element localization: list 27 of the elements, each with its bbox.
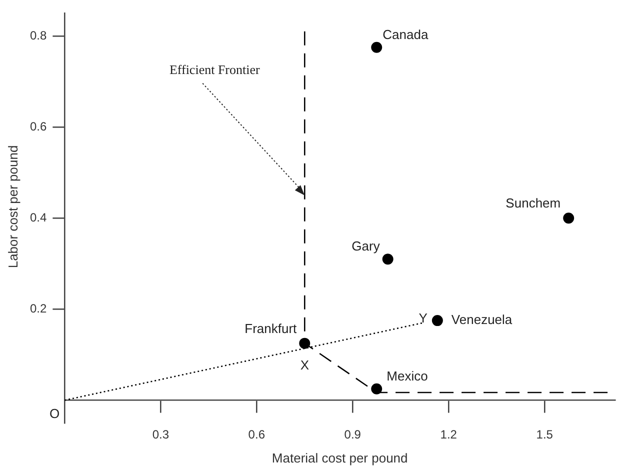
- y-tick-label: 0.4: [30, 210, 47, 224]
- point: [382, 254, 394, 265]
- y-axis-title: Labor cost per pound: [6, 145, 21, 268]
- x-tick-label: 1.2: [440, 428, 458, 442]
- point: [371, 42, 382, 53]
- series-label: Frankfurt: [244, 320, 298, 336]
- x-tick-label: 1.5: [536, 428, 554, 442]
- annotation: X: [300, 358, 310, 373]
- series-label: Venezuela: [451, 312, 513, 328]
- x-axis-title: Material cost per pound: [272, 450, 408, 466]
- y-tick-label: 0.8: [30, 28, 47, 42]
- series-label: Canada: [382, 26, 429, 42]
- point: [299, 338, 310, 349]
- point: [563, 212, 574, 224]
- annotation: Y: [418, 310, 428, 326]
- series-label: Gary: [352, 238, 380, 254]
- annotation: Efficient Frontier: [169, 62, 260, 77]
- annotation: O: [50, 406, 60, 421]
- series-label: Sunchem: [506, 196, 561, 211]
- x-tick-label: 0.3: [152, 428, 170, 442]
- x-tick-label: 0.6: [248, 428, 266, 442]
- point: [432, 315, 443, 326]
- y-tick-label: 0.6: [30, 119, 47, 134]
- series-label: Mexico: [386, 368, 428, 384]
- x-tick-label: 0.9: [344, 428, 362, 442]
- point: [371, 383, 382, 394]
- y-tick-label: 0.2: [30, 301, 47, 316]
